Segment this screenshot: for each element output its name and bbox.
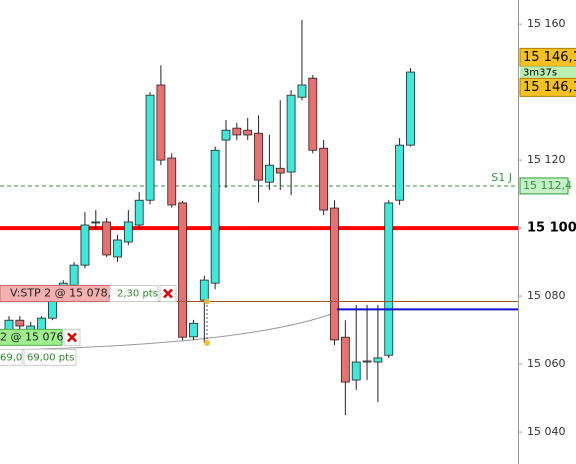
order-label: 2 @ 15 076,1 <box>0 330 74 343</box>
order-dot <box>204 340 210 346</box>
candle-body <box>199 279 209 301</box>
candle-body <box>384 202 394 356</box>
candle-body <box>102 221 112 256</box>
candle-body <box>351 361 361 381</box>
candle-body <box>340 336 350 383</box>
candle-body <box>243 129 253 136</box>
close-icon <box>163 288 173 299</box>
candle-body <box>189 322 198 338</box>
candle-body <box>210 149 220 284</box>
candle-body <box>308 77 318 151</box>
candle-body <box>232 127 242 136</box>
candle-body <box>134 199 144 226</box>
candle-body <box>254 132 263 181</box>
candle-body <box>373 357 383 363</box>
order-curve <box>0 311 338 351</box>
order-dot <box>204 298 210 305</box>
y-tick-label: 15 120 <box>527 153 566 166</box>
candle-body <box>221 129 231 141</box>
y-tick-label: 15 080 <box>527 289 566 302</box>
candle-body <box>362 360 372 363</box>
candle-body <box>167 157 177 206</box>
candle-body <box>286 94 296 173</box>
candle-body <box>145 94 155 201</box>
level-label: 15 112,4 <box>523 179 572 192</box>
price-label: 15 146,1 <box>523 50 576 65</box>
y-tick-label: 15 160 <box>527 17 566 30</box>
order-label: V:STP 2 @ 15 078,4 <box>10 287 118 300</box>
price-label: 15 146,1 <box>523 80 576 95</box>
order-points: 69,00 pts <box>27 352 74 363</box>
order-extra: 69,0 <box>0 352 22 363</box>
price-box <box>519 77 576 97</box>
order-extra-box <box>0 348 23 366</box>
candle-body <box>91 221 101 224</box>
candle-body <box>275 167 285 174</box>
candle-body <box>69 264 79 286</box>
order-points-box <box>109 285 159 303</box>
candle-body <box>48 299 57 319</box>
y-tick-label: 15 040 <box>527 425 566 438</box>
candle-body <box>395 144 405 201</box>
order-box <box>0 328 63 346</box>
candle-body <box>123 221 133 243</box>
candle-body <box>297 84 307 98</box>
candle-body <box>178 202 188 338</box>
order-points: 2,30 pts <box>117 289 158 300</box>
candle-body <box>319 147 329 211</box>
y-tick-label: 15 060 <box>527 357 566 370</box>
y-tick-label: 15 100 <box>527 221 576 236</box>
level-name: S1 J <box>491 171 512 184</box>
candle-body <box>264 164 274 183</box>
close-icon <box>67 332 77 343</box>
candle-body <box>406 71 415 146</box>
order-points-box <box>23 348 77 366</box>
candle-body <box>156 84 166 161</box>
price-timer: 3m37s <box>523 67 557 78</box>
candle-body <box>4 319 14 331</box>
candle-body <box>37 317 46 331</box>
candle-body <box>80 224 90 266</box>
candle-body <box>113 239 122 258</box>
level-box <box>519 177 569 195</box>
candle-body <box>15 319 25 327</box>
timer-box <box>520 66 576 79</box>
plot-area <box>0 0 518 464</box>
candle-body <box>330 207 339 341</box>
